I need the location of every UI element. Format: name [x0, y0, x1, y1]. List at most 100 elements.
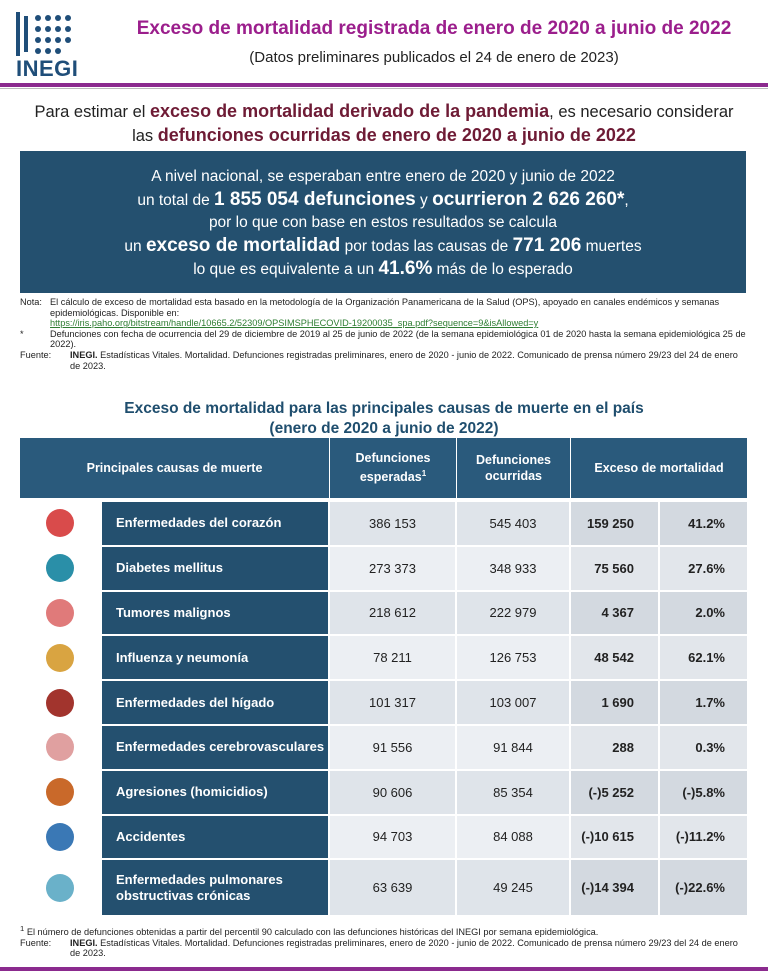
summary-strong: 41.6% — [378, 258, 433, 279]
expected: 91 556 — [330, 726, 457, 771]
summary-strong: ocurrieron 2 626 260* — [432, 188, 625, 210]
summary-line: un exceso de mortalidad por todas las ca… — [20, 235, 746, 259]
header-expected-text: Defunciones esperadas1 — [355, 451, 431, 485]
expected: 273 373 — [330, 546, 457, 592]
summary-text: por lo que con base en estos resultados … — [208, 214, 558, 231]
notes: Nota: El cálculo de exceso de mortalidad … — [20, 297, 748, 371]
percent: 1.7% — [660, 681, 747, 726]
row-icon — [46, 822, 74, 851]
row-icon-cell — [20, 770, 102, 816]
summary-strong: 771 206 — [512, 234, 582, 256]
table-title-line: (enero de 2020 a junio de 2022) — [269, 420, 499, 437]
note-text: Estadísticas Vitales. Mortalidad. Defunc… — [70, 349, 738, 371]
footer: 1 El número de defunciones obtenidas a p… — [20, 924, 748, 959]
header-observed: Defunciones ocurridas — [457, 438, 571, 498]
excess: (-)10 615 — [571, 815, 660, 861]
table: Principales causas de muerte Defunciones … — [20, 438, 747, 920]
excess: 4 367 — [571, 591, 660, 637]
summary-strong: 1 855 054 defunciones — [214, 188, 416, 210]
row-icon-cell — [20, 726, 102, 771]
expected: 90 606 — [330, 770, 457, 816]
title: Exceso de mortalidad registrada de enero… — [136, 18, 732, 39]
percent: 41.2% — [660, 502, 747, 547]
source-label: Fuente: — [20, 937, 52, 948]
summary-line: por lo que con base en estos resultados … — [20, 212, 746, 235]
summary-text: por todas las causas de — [340, 237, 513, 255]
footnote-text: El número de defunciones obtenidas a par… — [26, 927, 599, 938]
note-strong: INEGI. — [70, 349, 98, 360]
summary-text: A nivel nacional, se esperaban entre ene… — [151, 168, 615, 185]
excess: 75 560 — [571, 546, 660, 592]
intro-text: Para estimar el — [34, 103, 151, 121]
row-icon — [46, 554, 74, 583]
expected: 101 317 — [330, 681, 457, 726]
intro: Para estimar el exceso de mortalidad der… — [0, 100, 768, 148]
intro-text: , es necesario considerar — [549, 103, 734, 121]
observed: 348 933 — [457, 546, 571, 592]
subtitle: (Datos preliminares publicados el 24 de … — [249, 49, 619, 66]
percent: (-)22.6% — [660, 860, 747, 918]
note: * Defunciones con fecha de ocurrencia del… — [20, 329, 748, 350]
divider — [0, 88, 768, 89]
cause: Enfermedades pulmonares obstructivas cró… — [102, 860, 330, 918]
row-icon — [46, 509, 74, 538]
summary-box: A nivel nacional, se esperaban entre ene… — [20, 151, 746, 293]
note-text: El cálculo de exceso de mortalidad esta … — [50, 297, 720, 318]
footnote-mark: 1 — [20, 924, 25, 933]
note-link[interactable]: https://iris.paho.org/bitstream/handle/1… — [50, 318, 539, 329]
row-icon — [46, 688, 74, 717]
observed: 103 007 — [457, 681, 571, 726]
table-title: Exceso de mortalidad para las principale… — [0, 399, 768, 439]
source-strong: INEGI. — [70, 937, 98, 948]
excess: (-)14 394 — [571, 860, 660, 918]
percent: (-)5.8% — [660, 770, 747, 816]
header-cause: Principales causas de muerte — [20, 438, 330, 498]
observed: 126 753 — [457, 636, 571, 682]
excess: 159 250 — [571, 502, 660, 547]
summary-text: y — [415, 191, 433, 209]
summary-text: un total de — [137, 191, 215, 209]
header-excess: Exceso de mortalidad — [571, 438, 747, 498]
summary-line: A nivel nacional, se esperaban entre ene… — [20, 166, 746, 189]
percent: (-)11.2% — [660, 815, 747, 861]
observed: 84 088 — [457, 815, 571, 861]
cause: Enfermedades cerebrovasculares — [102, 726, 330, 771]
row-icon-cell — [20, 546, 102, 592]
intro-line: las defunciones ocurridas de enero de 20… — [0, 124, 768, 148]
excess: 1 690 — [571, 681, 660, 726]
cause: Diabetes mellitus — [102, 546, 330, 592]
header-expected-mark: 1 — [421, 469, 427, 479]
intro-emphasis: defunciones ocurridas de enero de 2020 a… — [157, 125, 636, 145]
observed: 91 844 — [457, 726, 571, 771]
excess: (-)5 252 — [571, 770, 660, 816]
summary-text: más de lo esperado — [432, 261, 573, 278]
row-icon-cell — [20, 591, 102, 637]
row-icon — [46, 778, 74, 807]
excess: 288 — [571, 726, 660, 771]
row-icon — [46, 598, 74, 627]
table-title-line: Exceso de mortalidad para las principale… — [124, 400, 644, 417]
cause: Enfermedades del hígado — [102, 681, 330, 726]
source: Fuente: INEGI. Estadísticas Vitales. Mort… — [20, 938, 748, 959]
note-label: Fuente: — [20, 349, 52, 360]
summary-text: , — [624, 191, 629, 209]
observed: 49 245 — [457, 860, 571, 918]
observed: 545 403 — [457, 502, 571, 547]
cause: Influenza y neumonía — [102, 636, 330, 682]
observed: 222 979 — [457, 591, 571, 637]
footnote: 1 El número de defunciones obtenidas a p… — [20, 924, 748, 938]
row-icon-cell — [20, 636, 102, 682]
note: Nota: El cálculo de exceso de mortalidad … — [20, 297, 748, 329]
note-label: Nota: — [20, 297, 42, 307]
observed: 85 354 — [457, 770, 571, 816]
intro-line: Para estimar el exceso de mortalidad der… — [0, 100, 768, 124]
cause: Tumores malignos — [102, 591, 330, 637]
expected: 218 612 — [330, 591, 457, 637]
divider — [0, 83, 768, 87]
logo-text: INEGI — [16, 56, 79, 81]
intro-text: las — [132, 127, 158, 145]
note: Fuente: INEGI. Estadísticas Vitales. Mort… — [20, 350, 748, 371]
percent: 62.1% — [660, 636, 747, 682]
summary-text: muertes — [581, 237, 642, 255]
